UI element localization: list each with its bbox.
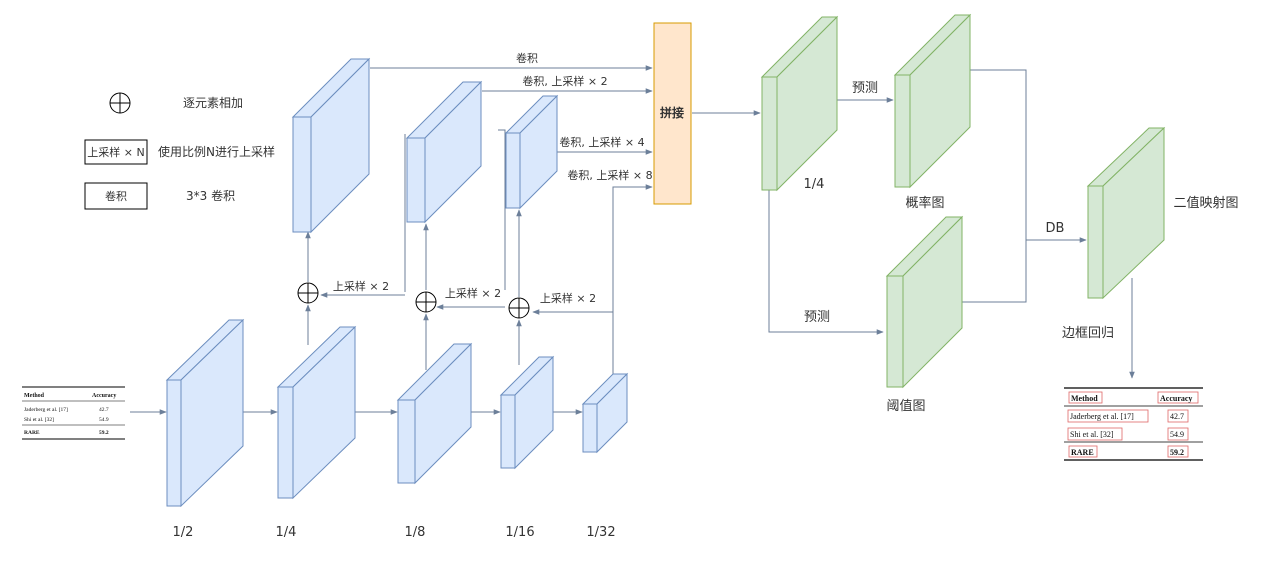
prob-map-label: 概率图 xyxy=(905,195,944,211)
input-table-row-method: Shi et al. [32] xyxy=(24,417,54,423)
output-table-row-acc: 59.2 xyxy=(1170,448,1184,457)
box-regression-label: 边框回归 xyxy=(1062,326,1114,341)
connectors xyxy=(130,65,1135,415)
legend-conv-box xyxy=(84,182,148,210)
edge-label-up2: 上采样 × 2 xyxy=(445,286,501,300)
scale-label: 1/2 xyxy=(173,525,194,540)
output-table: Method Accuracy Jaderberg et al. [17] 42… xyxy=(1064,387,1203,461)
output-table-row-method: Jaderberg et al. [17] xyxy=(1070,412,1134,421)
backbone-block-1-32 xyxy=(581,372,629,454)
fused-feature-scale-label: 1/4 xyxy=(804,177,825,192)
scale-label: 1/8 xyxy=(405,525,426,540)
fpn-block-1-4 xyxy=(291,57,371,234)
backbone-block-1-16 xyxy=(499,355,555,470)
add-icon xyxy=(297,282,319,304)
scale-label: 1/16 xyxy=(505,525,534,540)
backbone-block-1-4 xyxy=(276,325,357,500)
scale-label: 1/32 xyxy=(586,525,615,540)
input-table-header-accuracy: Accuracy xyxy=(92,393,116,399)
predict-thresh-label: 预测 xyxy=(804,310,830,325)
legend-upsample-box-label: 上采样 × N xyxy=(87,145,144,159)
add-icon xyxy=(508,297,530,319)
legend-add-text: 逐元素相加 xyxy=(183,96,243,110)
legend-upsample-text: 使用比例N进行上采样 xyxy=(158,144,275,159)
edge-label-conv-up2: 卷积, 上采样 × 2 xyxy=(522,74,607,88)
input-table-row-acc: 59.2 xyxy=(99,430,109,436)
binary-map-label: 二值映射图 xyxy=(1173,195,1238,211)
elementwise-add-nodes xyxy=(297,282,530,319)
output-table-row-acc: 54.9 xyxy=(1170,430,1184,439)
backbone-block-1-2 xyxy=(165,318,245,508)
edge-label-conv-up8: 卷积, 上采样 × 8 xyxy=(567,168,652,182)
probability-map-block xyxy=(893,13,972,189)
scale-label: 1/4 xyxy=(276,525,297,540)
edge-label-conv-up4: 卷积, 上采样 × 4 xyxy=(559,135,644,149)
fpn-blocks xyxy=(291,57,559,234)
concat-block: 拼接 xyxy=(653,22,692,205)
add-symbol-icon xyxy=(109,92,131,114)
legend-conv-text: 3*3 卷积 xyxy=(186,188,235,203)
input-table-row-method: Jaderberg et al. [17] xyxy=(24,407,68,413)
backbone-block-1-8 xyxy=(396,342,473,485)
output-table-header-method: Method xyxy=(1071,394,1098,403)
db-label: DB xyxy=(1046,221,1065,236)
labels: 1/2 1/4 1/8 1/16 1/32 卷积 卷积, 上采样 × 2 卷积,… xyxy=(173,51,1239,540)
legend-conv-box-label: 卷积 xyxy=(105,189,127,203)
output-table-header-accuracy: Accuracy xyxy=(1160,394,1192,403)
output-table-highlight-boxes xyxy=(1067,391,1199,458)
add-icon xyxy=(415,291,437,313)
input-table-row-acc: 42.7 xyxy=(99,407,109,413)
threshold-map-block xyxy=(885,215,964,389)
fpn-block-1-8 xyxy=(405,80,483,224)
binary-map-block xyxy=(1086,126,1166,300)
fused-feature-block xyxy=(760,15,839,192)
legend: 逐元素相加 上采样 × N 使用比例N进行上采样 卷积 3*3 卷积 xyxy=(84,92,275,210)
input-table-row-method: RARE xyxy=(24,430,40,436)
concat-label: 拼接 xyxy=(660,105,684,120)
input-image-table: Method Accuracy Jaderberg et al. [17] 42… xyxy=(22,386,125,440)
output-table-row-method: Shi et al. [32] xyxy=(1070,430,1114,439)
input-table-row-acc: 54.9 xyxy=(99,417,109,423)
fpn-block-1-16 xyxy=(504,94,559,210)
legend-upsample-box xyxy=(84,139,148,165)
output-table-row-method: RARE xyxy=(1071,448,1094,457)
backbone-blocks xyxy=(165,318,629,508)
edge-label-conv: 卷积 xyxy=(516,51,538,65)
head-blocks xyxy=(760,13,1166,389)
input-table-header-method: Method xyxy=(24,393,45,399)
predict-prob-label: 预测 xyxy=(852,81,878,96)
edge-label-up2: 上采样 × 2 xyxy=(333,279,389,293)
output-table-row-acc: 42.7 xyxy=(1170,412,1184,421)
thresh-map-label: 阈值图 xyxy=(886,398,925,414)
edge-label-up2: 上采样 × 2 xyxy=(540,291,596,305)
